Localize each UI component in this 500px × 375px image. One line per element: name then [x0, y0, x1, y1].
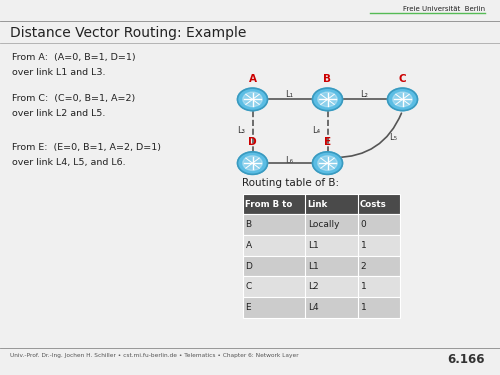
Text: Link: Link [308, 200, 328, 208]
Text: L₁: L₁ [285, 90, 293, 99]
Text: L₄: L₄ [312, 126, 320, 135]
Text: From E:  (E=0, B=1, A=2, D=1): From E: (E=0, B=1, A=2, D=1) [12, 143, 162, 152]
Text: L1: L1 [308, 262, 319, 271]
FancyBboxPatch shape [242, 214, 400, 235]
Text: Univ.-Prof. Dr.-Ing. Jochen H. Schiller • cst.mi.fu-berlin.de • Telematics • Cha: Univ.-Prof. Dr.-Ing. Jochen H. Schiller … [10, 353, 298, 358]
Text: Locally: Locally [308, 220, 340, 229]
Text: A: A [248, 74, 256, 84]
Circle shape [318, 92, 337, 106]
Text: L1: L1 [308, 241, 319, 250]
Text: Freie Universität  Berlin: Freie Universität Berlin [403, 6, 485, 12]
FancyBboxPatch shape [242, 235, 400, 256]
Circle shape [393, 92, 412, 106]
Circle shape [312, 152, 342, 174]
Text: 6.166: 6.166 [448, 353, 485, 366]
Text: 1: 1 [360, 282, 366, 291]
Text: 0: 0 [360, 220, 366, 229]
Text: C: C [398, 74, 406, 84]
Text: E: E [246, 303, 251, 312]
Text: Routing table of B:: Routing table of B: [242, 178, 340, 188]
Circle shape [243, 92, 262, 106]
Text: B: B [324, 74, 332, 84]
Circle shape [312, 88, 342, 111]
Text: A: A [246, 241, 252, 250]
Circle shape [243, 156, 262, 171]
Text: over link L4, L5, and L6.: over link L4, L5, and L6. [12, 158, 126, 167]
Text: E: E [324, 137, 331, 147]
Text: 2: 2 [360, 262, 366, 271]
FancyBboxPatch shape [242, 256, 400, 276]
Text: L₃: L₃ [238, 126, 246, 135]
Circle shape [388, 88, 418, 111]
FancyBboxPatch shape [242, 194, 400, 214]
Circle shape [238, 152, 268, 174]
Text: From B to: From B to [245, 200, 292, 208]
Text: From A:  (A=0, B=1, D=1): From A: (A=0, B=1, D=1) [12, 53, 136, 62]
Text: D: D [248, 137, 257, 147]
Text: over link L2 and L5.: over link L2 and L5. [12, 110, 106, 118]
Circle shape [318, 156, 337, 171]
Circle shape [238, 88, 268, 111]
Text: Costs: Costs [360, 200, 387, 208]
Text: B: B [246, 220, 252, 229]
Text: L₆: L₆ [285, 156, 293, 165]
Text: D: D [246, 262, 252, 271]
FancyBboxPatch shape [242, 276, 400, 297]
Text: over link L1 and L3.: over link L1 and L3. [12, 68, 106, 77]
Text: L₅: L₅ [390, 133, 398, 142]
Text: 1: 1 [360, 241, 366, 250]
Text: L₂: L₂ [360, 90, 368, 99]
Text: C: C [246, 282, 252, 291]
FancyArrowPatch shape [335, 113, 402, 158]
Text: L2: L2 [308, 282, 318, 291]
Text: From C:  (C=0, B=1, A=2): From C: (C=0, B=1, A=2) [12, 94, 136, 104]
Text: 1: 1 [360, 303, 366, 312]
Text: Distance Vector Routing: Example: Distance Vector Routing: Example [10, 26, 246, 39]
FancyBboxPatch shape [242, 297, 400, 318]
Text: L4: L4 [308, 303, 318, 312]
